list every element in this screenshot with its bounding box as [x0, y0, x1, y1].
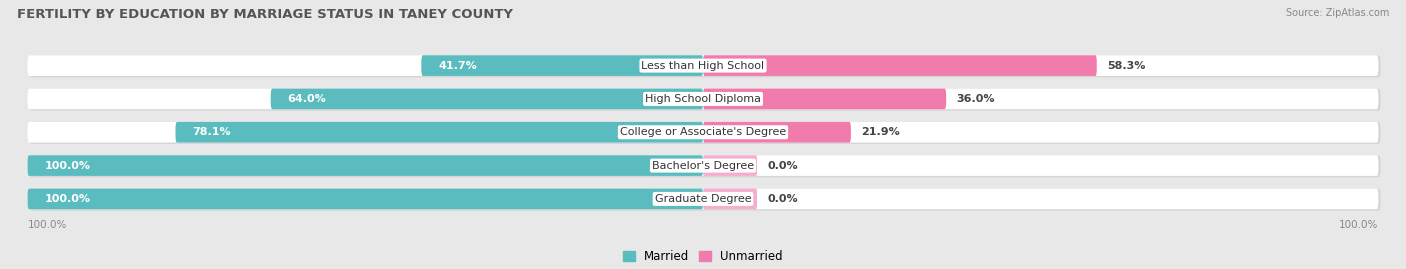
- Text: Source: ZipAtlas.com: Source: ZipAtlas.com: [1285, 8, 1389, 18]
- FancyBboxPatch shape: [28, 89, 1378, 109]
- Text: 0.0%: 0.0%: [768, 194, 797, 204]
- FancyBboxPatch shape: [271, 89, 703, 109]
- Text: Bachelor's Degree: Bachelor's Degree: [652, 161, 754, 171]
- Text: 36.0%: 36.0%: [956, 94, 995, 104]
- FancyBboxPatch shape: [30, 55, 1381, 77]
- Text: 100.0%: 100.0%: [45, 161, 90, 171]
- Text: 100.0%: 100.0%: [45, 194, 90, 204]
- FancyBboxPatch shape: [30, 122, 1381, 144]
- Text: 21.9%: 21.9%: [860, 127, 900, 137]
- FancyBboxPatch shape: [703, 89, 946, 109]
- Text: 78.1%: 78.1%: [193, 127, 231, 137]
- Text: High School Diploma: High School Diploma: [645, 94, 761, 104]
- Text: 64.0%: 64.0%: [288, 94, 326, 104]
- Text: 41.7%: 41.7%: [439, 61, 477, 70]
- Text: College or Associate's Degree: College or Associate's Degree: [620, 127, 786, 137]
- FancyBboxPatch shape: [703, 189, 756, 209]
- FancyBboxPatch shape: [28, 189, 1378, 209]
- Text: Less than High School: Less than High School: [641, 61, 765, 70]
- Text: Graduate Degree: Graduate Degree: [655, 194, 751, 204]
- FancyBboxPatch shape: [30, 189, 1381, 211]
- FancyBboxPatch shape: [422, 55, 703, 76]
- FancyBboxPatch shape: [28, 55, 1378, 76]
- Text: 100.0%: 100.0%: [1339, 220, 1378, 229]
- Text: 58.3%: 58.3%: [1107, 61, 1146, 70]
- FancyBboxPatch shape: [28, 155, 1378, 176]
- FancyBboxPatch shape: [176, 122, 703, 143]
- Legend: Married, Unmarried: Married, Unmarried: [619, 245, 787, 267]
- FancyBboxPatch shape: [28, 155, 703, 176]
- Text: 100.0%: 100.0%: [28, 220, 67, 229]
- FancyBboxPatch shape: [703, 122, 851, 143]
- FancyBboxPatch shape: [30, 155, 1381, 177]
- FancyBboxPatch shape: [28, 122, 1378, 143]
- FancyBboxPatch shape: [30, 89, 1381, 111]
- FancyBboxPatch shape: [703, 55, 1097, 76]
- Text: FERTILITY BY EDUCATION BY MARRIAGE STATUS IN TANEY COUNTY: FERTILITY BY EDUCATION BY MARRIAGE STATU…: [17, 8, 513, 21]
- FancyBboxPatch shape: [703, 155, 756, 176]
- Text: 0.0%: 0.0%: [768, 161, 797, 171]
- FancyBboxPatch shape: [28, 189, 703, 209]
